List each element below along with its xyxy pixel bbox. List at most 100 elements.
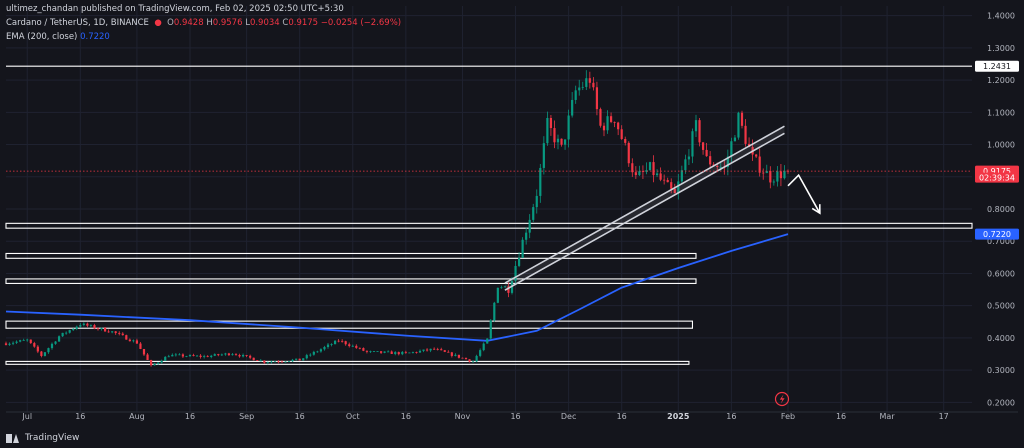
candle-body bbox=[599, 109, 602, 126]
footer-brand[interactable]: TradingView bbox=[6, 433, 79, 443]
candle-body bbox=[149, 359, 153, 366]
candle-body bbox=[779, 171, 783, 179]
candle-body bbox=[167, 356, 170, 358]
candle-body bbox=[195, 355, 199, 357]
candle-body bbox=[560, 138, 563, 145]
candle-body bbox=[475, 355, 478, 362]
candle-body bbox=[549, 117, 553, 129]
symbol-title[interactable]: Cardano / TetherUS, 1D, BINANCE bbox=[6, 18, 149, 28]
candle-body bbox=[500, 287, 503, 289]
price-label-ema: 0.7220 bbox=[983, 230, 1011, 239]
candle-body bbox=[372, 351, 376, 353]
candle-body bbox=[394, 352, 397, 354]
x-tick-label: Nov bbox=[455, 412, 471, 421]
candle-body bbox=[362, 348, 365, 351]
price-label-countdown-box bbox=[975, 172, 1019, 183]
candle-body bbox=[783, 170, 786, 179]
candle-body bbox=[305, 355, 308, 359]
candle-body bbox=[613, 121, 616, 123]
publisher-line: ultimez_chandan published on TradingView… bbox=[6, 4, 344, 14]
candle-body bbox=[514, 265, 517, 281]
y-tick-label: 1.0000 bbox=[987, 141, 1015, 150]
candle-body bbox=[436, 349, 439, 350]
x-tick-label: 16 bbox=[726, 412, 736, 421]
candle-body bbox=[178, 354, 181, 356]
candle-body bbox=[645, 170, 648, 172]
candle-body bbox=[266, 362, 269, 364]
candle-body bbox=[680, 170, 683, 182]
candle-body bbox=[701, 142, 705, 150]
candle-body bbox=[319, 349, 323, 352]
candle-body bbox=[213, 354, 216, 356]
ema-legend[interactable]: EMA (200, close) 0.7220 bbox=[6, 32, 110, 42]
candle-body bbox=[567, 115, 570, 140]
candle-body bbox=[440, 349, 443, 351]
y-tick-label: 1.4000 bbox=[987, 12, 1015, 21]
x-tick-label: Jul bbox=[21, 412, 32, 421]
time-axis[interactable]: Jul 16 Aug 16 Sep 16 Oct 16 Nov 16 Dec 16 2025 16 Feb 1… bbox=[21, 412, 948, 421]
candle-body bbox=[553, 128, 556, 143]
candle-body bbox=[146, 354, 149, 360]
x-tick-label: 16 bbox=[401, 412, 411, 421]
candle-body bbox=[765, 171, 768, 174]
candle-body bbox=[404, 351, 407, 353]
y-tick-label: 0.3000 bbox=[987, 366, 1015, 375]
y-tick-label: 1.2000 bbox=[987, 76, 1015, 85]
y-tick-label: 0.7000 bbox=[987, 237, 1015, 246]
candle-body bbox=[666, 180, 669, 183]
candle-body bbox=[43, 352, 47, 356]
candle-body bbox=[602, 125, 606, 131]
candle-body bbox=[19, 340, 22, 342]
x-tick-label: 16 bbox=[75, 412, 85, 421]
candle-body bbox=[231, 354, 234, 356]
candle-body bbox=[737, 112, 740, 138]
candle-body bbox=[578, 87, 581, 91]
candle-body bbox=[698, 120, 701, 143]
support-zone-box bbox=[5, 222, 973, 229]
candle-body bbox=[227, 353, 231, 356]
candle-body bbox=[507, 286, 510, 293]
candle-body bbox=[634, 172, 637, 176]
support-zones bbox=[5, 222, 973, 365]
candle-body bbox=[585, 78, 588, 87]
candle-body bbox=[103, 327, 107, 332]
candle-body bbox=[160, 360, 163, 363]
ema-legend-value: 0.7220 bbox=[80, 32, 110, 42]
candle-body bbox=[203, 356, 206, 358]
candle-body bbox=[348, 344, 351, 347]
candle-body bbox=[588, 78, 591, 83]
candle-body bbox=[29, 339, 32, 344]
candle-body bbox=[556, 138, 560, 143]
candle-body bbox=[663, 179, 666, 181]
candle-body bbox=[11, 342, 15, 344]
candle-body bbox=[79, 324, 82, 327]
candle-body bbox=[418, 350, 422, 353]
candle-body bbox=[75, 326, 78, 329]
candle-body bbox=[638, 171, 641, 176]
candle-body bbox=[65, 332, 68, 334]
candle-body bbox=[139, 343, 142, 349]
candle-body bbox=[744, 125, 747, 144]
candle-body bbox=[620, 129, 623, 140]
low-value: 0.9034 bbox=[249, 18, 280, 28]
candle-body bbox=[316, 351, 319, 353]
candle-body bbox=[659, 173, 662, 180]
close-value: 0.9175 bbox=[288, 18, 319, 28]
ema-200-line bbox=[5, 233, 789, 342]
candle-body bbox=[525, 232, 528, 240]
candle-body bbox=[684, 159, 687, 171]
candle-body bbox=[295, 358, 298, 360]
candle-body bbox=[627, 142, 630, 164]
candle-body bbox=[111, 331, 114, 333]
tradingview-logo-icon bbox=[6, 433, 20, 443]
lightning-event-icon[interactable] bbox=[774, 391, 790, 407]
support-zone-box bbox=[5, 278, 697, 284]
price-label-resistance: 1.2431 bbox=[983, 62, 1011, 71]
candle-body bbox=[298, 358, 301, 361]
candle-body bbox=[142, 348, 146, 355]
candle-body bbox=[326, 344, 330, 348]
candle-body bbox=[157, 362, 160, 364]
candle-body bbox=[733, 137, 737, 142]
